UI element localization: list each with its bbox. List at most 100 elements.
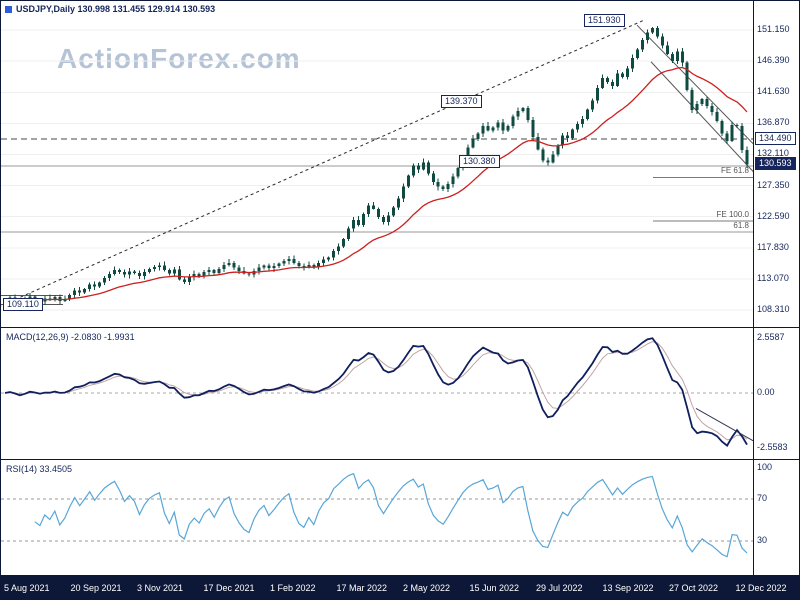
candle-body: [551, 154, 555, 163]
candle-body: [172, 269, 176, 274]
rsi-line: [34, 472, 748, 558]
candle-body: [630, 57, 634, 69]
date-label: 15 Jun 2022: [469, 583, 520, 593]
candle-body: [227, 262, 231, 265]
candle-body: [695, 104, 699, 111]
candle-body: [451, 176, 455, 184]
candle-body: [147, 268, 151, 273]
candle-body: [78, 290, 82, 293]
candle-body: [466, 147, 470, 158]
candle-body: [720, 121, 724, 134]
candle-body: [297, 262, 301, 267]
candle-body: [262, 265, 266, 268]
candle-body: [386, 215, 390, 222]
axis-tick-label: 113.070: [757, 273, 789, 283]
candle-body: [426, 162, 430, 174]
candle-body: [347, 228, 351, 239]
candle-body: [516, 110, 520, 117]
candle-body: [18, 301, 22, 304]
candle-body: [317, 262, 321, 267]
price-axis: 151.150 146.390 141.630 136.870 132.110 127.3…: [754, 1, 799, 576]
candle-body: [740, 125, 744, 150]
date-label: 13 Sep 2022: [602, 583, 654, 593]
candle-body: [531, 119, 535, 137]
trendline: [636, 24, 753, 145]
axis-tick-label: 117.830: [757, 242, 789, 252]
candle-body: [566, 135, 570, 139]
trendline: [1, 20, 644, 307]
candle-body: [357, 219, 361, 226]
candle-body: [98, 282, 102, 287]
candle-body: [456, 168, 460, 177]
candle-body: [207, 270, 211, 273]
candle-body: [157, 265, 161, 267]
candle-body: [202, 272, 206, 277]
candle-body: [53, 296, 57, 300]
candle-body: [471, 138, 475, 148]
candle-body: [118, 270, 122, 273]
axis-tick-label: 132.110: [757, 148, 789, 158]
candle-body: [486, 125, 490, 131]
candle-body: [536, 136, 540, 150]
candle-body: [705, 98, 709, 107]
candle-body: [192, 274, 196, 277]
candle-body: [282, 261, 286, 264]
candle-body: [177, 269, 181, 280]
candle-body: [337, 246, 341, 252]
candle-body: [197, 274, 201, 277]
candle-body: [127, 271, 131, 275]
date-label: 17 Mar 2022: [336, 583, 388, 593]
candle-body: [167, 270, 171, 274]
candle-body: [616, 73, 620, 86]
symbol-marker-icon: [5, 5, 12, 13]
axis-tick-label: 151.150: [757, 24, 790, 34]
candle-body: [217, 268, 221, 273]
candle-body: [277, 263, 281, 267]
axis-tick-label: 122.590: [757, 211, 790, 221]
candle-body: [730, 125, 734, 141]
candle-body: [685, 62, 689, 90]
candle-body: [700, 98, 704, 105]
candle-body: [152, 266, 156, 269]
candle-body: [655, 27, 659, 37]
candle-body: [132, 271, 136, 273]
symbol-ohlc-text: USDJPY,Daily 130.998 131.455 129.914 130…: [16, 4, 216, 14]
candle-body: [187, 276, 191, 282]
candle-body: [396, 198, 400, 208]
candle-body: [332, 251, 336, 258]
macd-main-line: [4, 337, 748, 447]
candle-body: [670, 53, 674, 62]
date-label: 2 May 2022: [403, 583, 451, 593]
candle-body: [73, 290, 77, 295]
candle-body: [212, 270, 216, 273]
axis-tick-label: 136.870: [757, 117, 790, 127]
candle-body: [401, 186, 405, 199]
candle-body: [735, 125, 739, 127]
candle-body: [113, 270, 117, 275]
axis-border: [753, 1, 754, 576]
candle-body: [431, 173, 435, 182]
candle-body: [232, 262, 236, 268]
candle-body: [182, 279, 186, 282]
axis-tick-label: 141.630: [757, 86, 790, 96]
candle-body: [362, 213, 366, 226]
candle-body: [322, 259, 326, 263]
candle-body: [611, 82, 615, 86]
candle-body: [267, 265, 271, 269]
candle-body: [665, 45, 669, 54]
candle-body: [690, 89, 694, 111]
candle-body: [327, 257, 331, 260]
candle-body: [352, 219, 356, 229]
candle-body: [601, 78, 605, 88]
candle-body: [257, 267, 261, 271]
macd-trendline: [695, 408, 753, 442]
candle-body: [596, 87, 600, 101]
candle-body: [496, 122, 500, 128]
candle-body: [640, 40, 644, 50]
candle-body: [491, 127, 495, 131]
candle-body: [162, 265, 166, 271]
macd-label: MACD(12,26,9) -2.0830 -1.9931: [6, 332, 135, 342]
candle-body: [576, 123, 580, 130]
candle-body: [406, 175, 410, 187]
candle-body: [561, 135, 565, 146]
